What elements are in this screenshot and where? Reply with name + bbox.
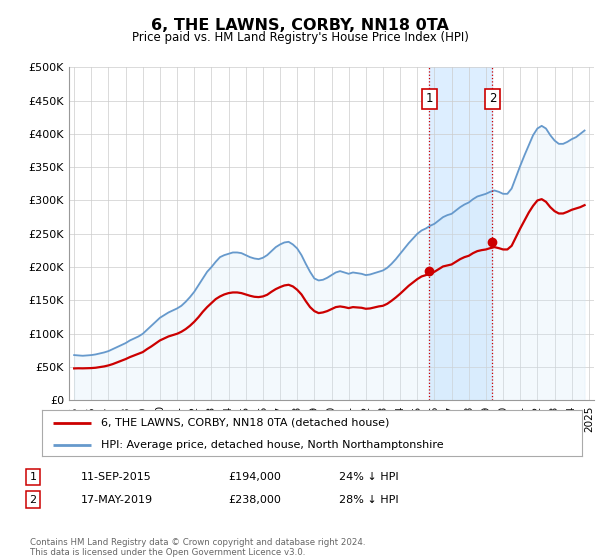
Text: 17-MAY-2019: 17-MAY-2019 <box>81 494 153 505</box>
Text: 28% ↓ HPI: 28% ↓ HPI <box>339 494 398 505</box>
Text: £238,000: £238,000 <box>228 494 281 505</box>
Text: 24% ↓ HPI: 24% ↓ HPI <box>339 472 398 482</box>
Text: 6, THE LAWNS, CORBY, NN18 0TA (detached house): 6, THE LAWNS, CORBY, NN18 0TA (detached … <box>101 418 390 428</box>
Text: 1: 1 <box>425 92 433 105</box>
Bar <box>429 67 493 400</box>
Text: Price paid vs. HM Land Registry's House Price Index (HPI): Price paid vs. HM Land Registry's House … <box>131 31 469 44</box>
Text: 11-SEP-2015: 11-SEP-2015 <box>81 472 152 482</box>
Text: 2: 2 <box>488 92 496 105</box>
Text: HPI: Average price, detached house, North Northamptonshire: HPI: Average price, detached house, Nort… <box>101 440 444 450</box>
Text: £194,000: £194,000 <box>228 472 281 482</box>
Text: 6, THE LAWNS, CORBY, NN18 0TA: 6, THE LAWNS, CORBY, NN18 0TA <box>151 18 449 33</box>
Text: 1: 1 <box>29 472 37 482</box>
Text: 2: 2 <box>29 494 37 505</box>
Text: Contains HM Land Registry data © Crown copyright and database right 2024.
This d: Contains HM Land Registry data © Crown c… <box>30 538 365 557</box>
